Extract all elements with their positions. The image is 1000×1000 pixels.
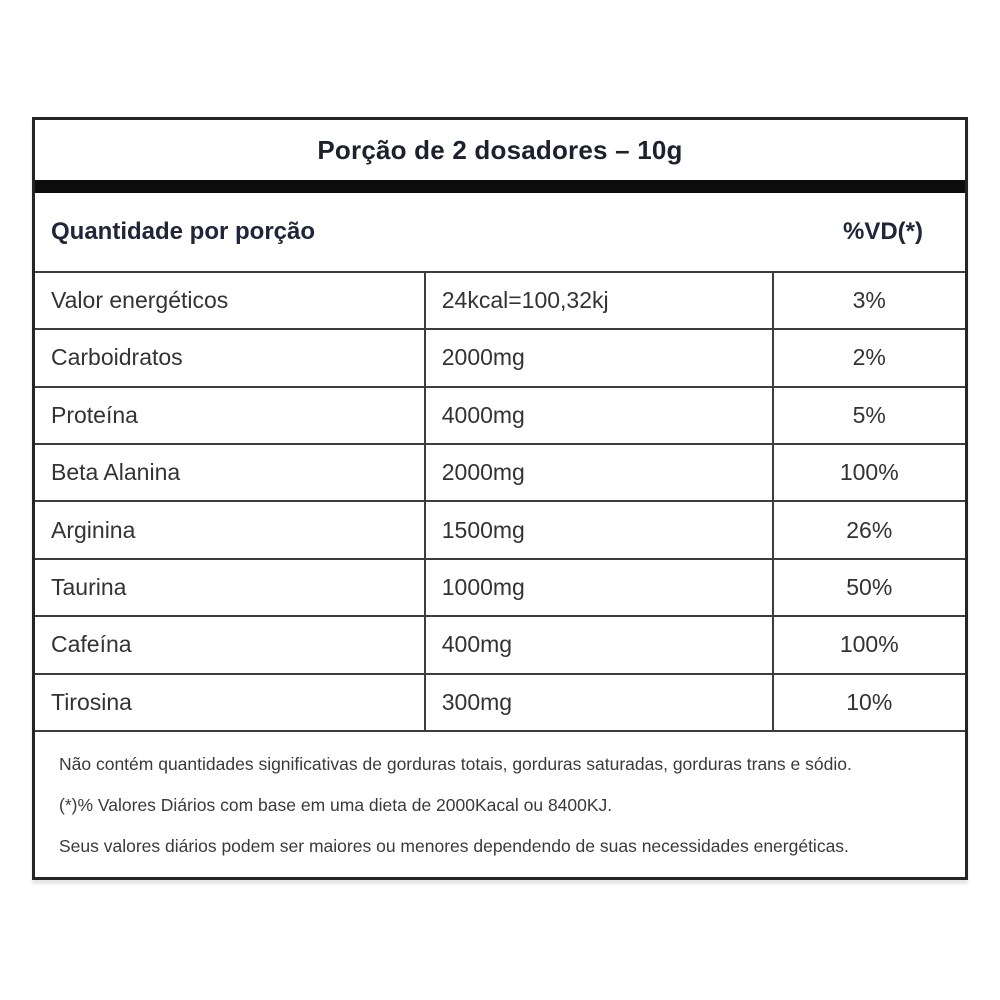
nutrient-dv: 10% [771,672,965,730]
nutrient-amount: 2000mg [423,443,772,501]
nutrient-dv: 3% [771,270,965,329]
nutrition-label: Porção de 2 dosadores – 10g Quantidade p… [32,117,968,880]
nutrient-name: Proteína [35,385,424,443]
serving-title-row: Porção de 2 dosadores – 10g [35,120,965,180]
nutrient-dv: 26% [771,500,965,558]
nutrient-name: Cafeína [35,615,424,672]
nutrient-table: Valor energéticos 24kcal=100,32kj 3% Car… [35,270,965,732]
nutrient-dv: 2% [771,328,965,386]
nutrient-name: Carboidratos [35,328,424,385]
separator-bar [35,180,965,193]
nutrient-amount: 1000mg [423,557,772,616]
nutrient-name: Beta Alanina [35,443,424,500]
nutrient-amount: 4000mg [423,385,772,444]
footnotes: Não contém quantidades significativas de… [35,732,965,877]
nutrient-amount: 1500mg [423,500,772,558]
nutrient-name: Taurina [35,557,424,615]
nutrient-amount: 400mg [423,615,772,673]
column-header-dv: %VD(*) [842,217,923,245]
nutrient-dv: 100% [771,443,965,501]
column-header-quantity: Quantidade por porção [51,217,316,245]
table-header-row: Quantidade por porção %VD(*) [35,193,965,271]
footnote: Seus valores diários podem ser maiores o… [59,836,849,856]
footnote: Não contém quantidades significativas de… [59,754,852,774]
nutrient-amount: 300mg [423,672,772,730]
nutrient-amount: 24kcal=100,32kj [423,270,772,329]
nutrient-name: Valor energéticos [35,270,424,328]
nutrient-dv: 50% [771,557,965,616]
nutrient-name: Tirosina [35,672,424,730]
nutrient-dv: 5% [771,385,965,444]
nutrient-dv: 100% [771,615,965,673]
serving-title: Porção de 2 dosadores – 10g [317,134,683,165]
nutrient-name: Arginina [35,500,424,557]
nutrient-amount: 2000mg [423,328,772,386]
footnote: (*)% Valores Diários com base em uma die… [59,795,613,815]
